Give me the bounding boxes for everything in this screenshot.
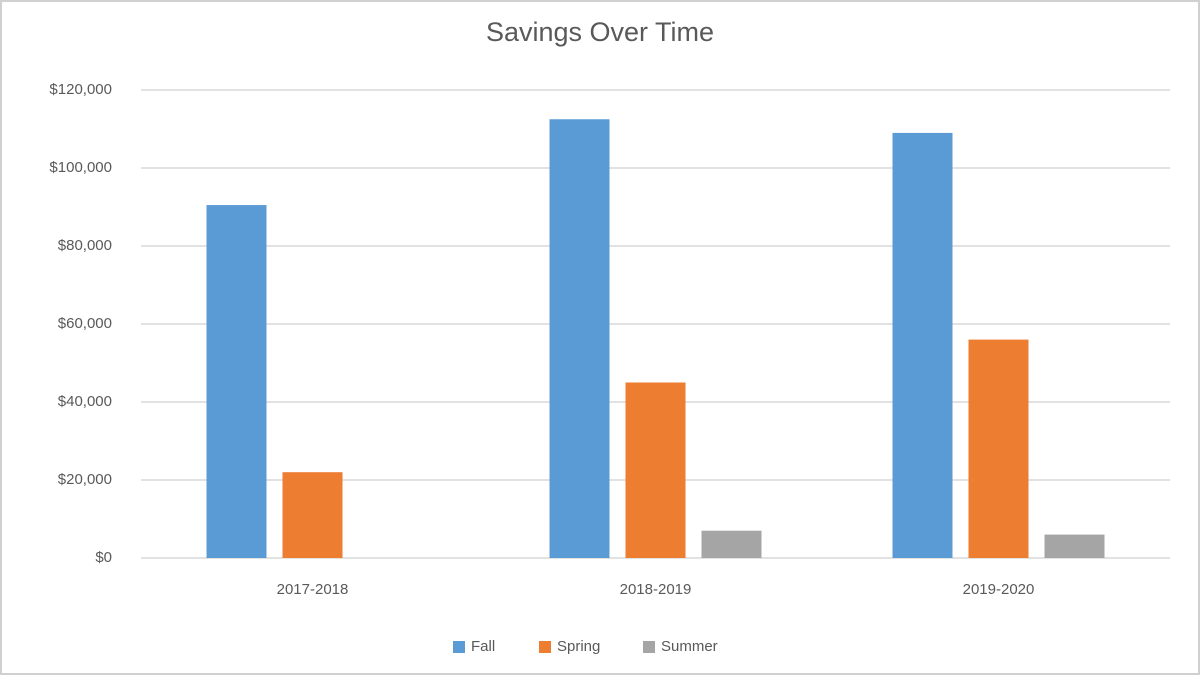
x-tick-label: 2018-2019: [620, 581, 692, 598]
bar: [206, 205, 267, 559]
x-tick-label: 2019-2020: [963, 581, 1035, 598]
chart-title: Savings Over Time: [486, 17, 714, 47]
bar: [625, 382, 686, 558]
legend-swatch: [643, 641, 655, 653]
x-tick-label: 2017-2018: [277, 581, 349, 598]
legend-label: Fall: [471, 638, 495, 655]
legend-swatch: [539, 641, 551, 653]
y-tick-label: $40,000: [58, 393, 112, 410]
y-tick-label: $60,000: [58, 315, 112, 332]
legend-swatch: [453, 641, 465, 653]
bar: [282, 472, 343, 558]
y-tick-label: $120,000: [49, 81, 112, 98]
legend-label: Spring: [557, 638, 600, 655]
bar: [1044, 534, 1105, 558]
y-tick-label: $0: [95, 549, 112, 566]
bar: [549, 119, 610, 558]
y-tick-label: $100,000: [49, 159, 112, 176]
bar: [701, 530, 762, 558]
bar: [892, 132, 953, 558]
bar: [968, 339, 1029, 558]
y-tick-label: $20,000: [58, 471, 112, 488]
y-tick-label: $80,000: [58, 237, 112, 254]
legend-label: Summer: [661, 638, 718, 655]
